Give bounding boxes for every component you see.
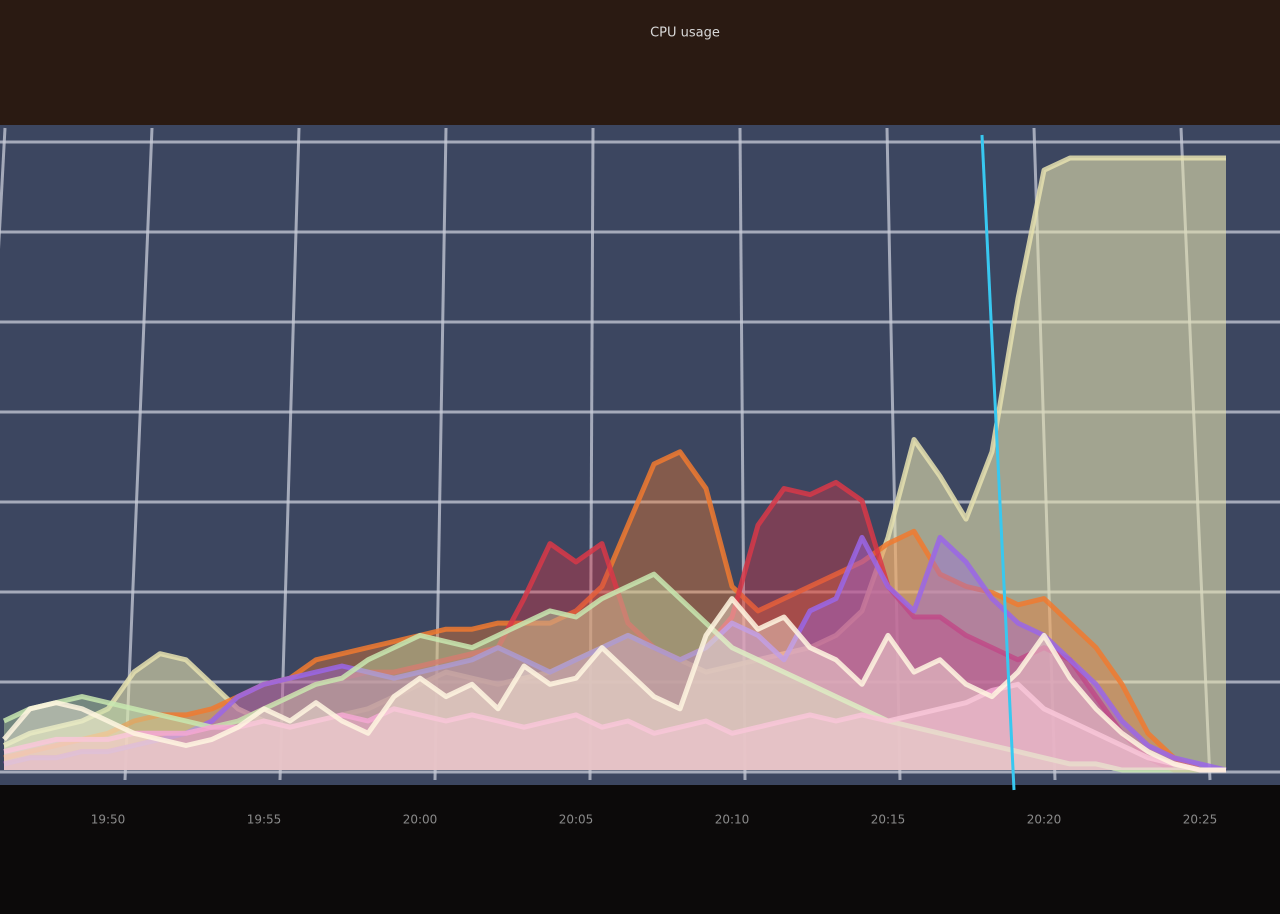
x-tick-label: 20:20 (1027, 813, 1062, 827)
x-tick-label: 20:15 (871, 813, 906, 827)
series-line (2, 596, 1226, 773)
x-tick-label: 20:05 (559, 813, 594, 827)
x-axis: 19:50 19:55 20:00 20:05 20:10 20:15 20:20 20:25 (91, 813, 1218, 827)
grid-line (433, 127, 448, 781)
grid-line (123, 127, 154, 781)
area-fill (4, 684, 1226, 770)
area-fill (4, 598, 1226, 770)
chart-title: CPU usage (650, 26, 720, 41)
series-line (3, 534, 1227, 773)
cursor-line (980, 134, 1016, 791)
series-line (3, 449, 1226, 773)
bezel-top (0, 0, 1280, 125)
x-tick-label: 19:55 (247, 813, 282, 827)
x-tick-label: 20:25 (1183, 813, 1218, 827)
x-tick-label: 19:50 (91, 813, 126, 827)
grid-line (278, 127, 301, 781)
x-tick-label: 20:10 (715, 813, 750, 827)
bezel-bottom (0, 785, 1280, 914)
area-fill (4, 451, 1226, 770)
area-fill (4, 482, 1226, 770)
x-tick-label: 20:00 (403, 813, 438, 827)
series-line (3, 681, 1226, 773)
series-layer (2, 155, 1227, 773)
